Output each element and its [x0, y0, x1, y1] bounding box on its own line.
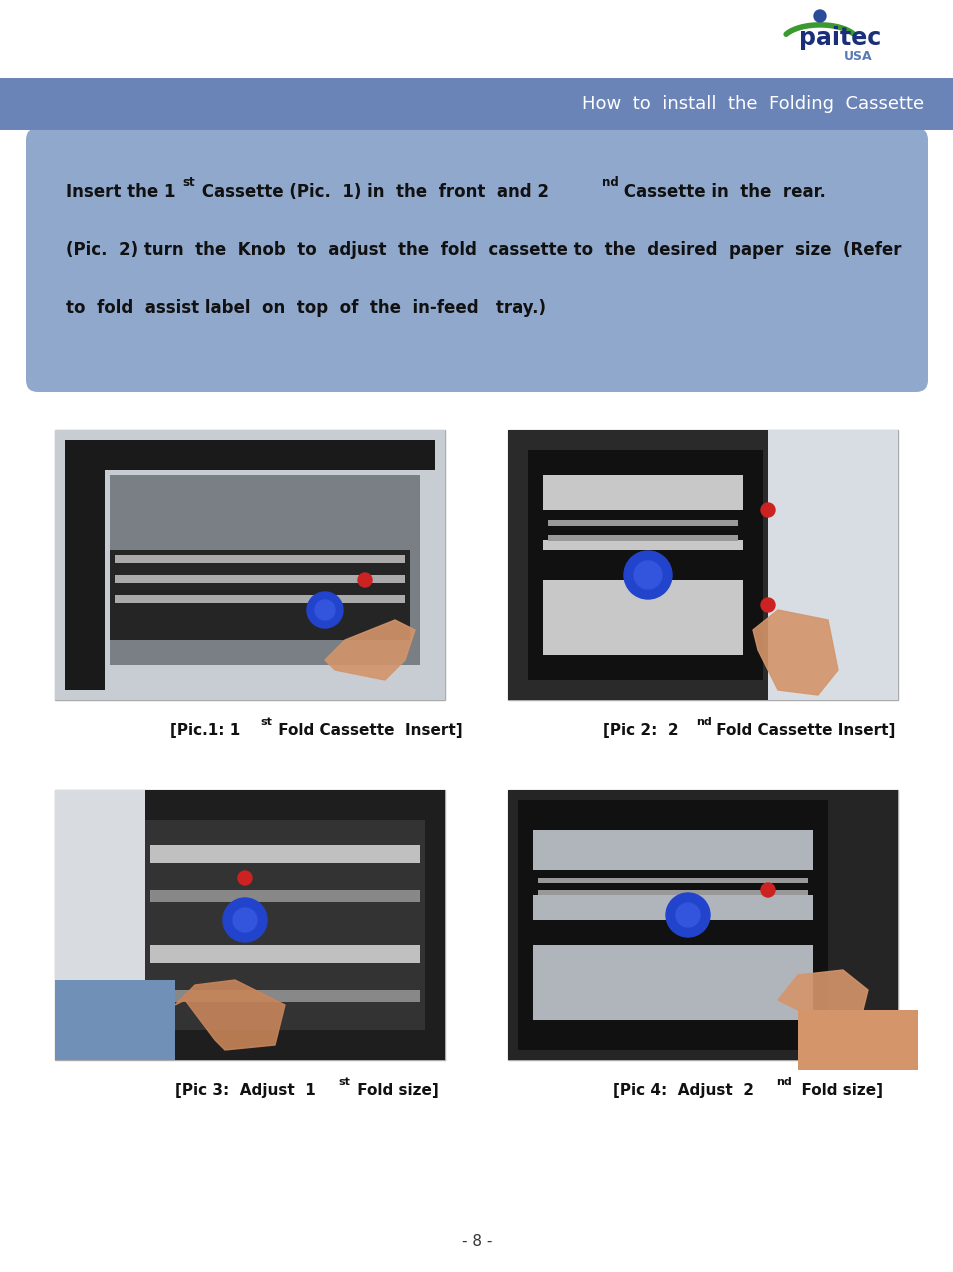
Bar	[507, 790, 897, 1060]
Circle shape	[623, 551, 671, 599]
Bar	[150, 890, 419, 902]
Circle shape	[237, 871, 252, 885]
Bar	[547, 520, 738, 527]
Text: nd: nd	[601, 176, 618, 188]
Bar	[55, 430, 444, 700]
Bar	[537, 890, 807, 895]
Bar	[507, 790, 897, 1060]
Text: Fold size]: Fold size]	[790, 1082, 882, 1098]
Circle shape	[760, 598, 774, 612]
Bar	[150, 945, 419, 963]
Bar	[55, 790, 444, 1060]
Circle shape	[760, 502, 774, 516]
Text: [Pic 3:  Adjust  1: [Pic 3: Adjust 1	[174, 1082, 315, 1098]
Circle shape	[813, 10, 825, 22]
Bar	[797, 1010, 917, 1070]
Text: Fold Cassette Insert]: Fold Cassette Insert]	[710, 722, 895, 738]
Circle shape	[307, 591, 343, 628]
Bar	[767, 430, 897, 700]
Text: st: st	[337, 1077, 350, 1088]
Bar	[542, 474, 742, 655]
Circle shape	[634, 561, 661, 589]
Polygon shape	[174, 979, 285, 1049]
Polygon shape	[778, 971, 867, 1046]
Text: How  to  install  the  Folding  Cassette: How to install the Folding Cassette	[581, 95, 923, 113]
Bar	[517, 800, 827, 1049]
Text: (Pic.  2) turn  the  Knob  to  adjust  the  fold  cassette to  the  desired  pap: (Pic. 2) turn the Knob to adjust the fol…	[66, 240, 901, 259]
Circle shape	[665, 893, 709, 937]
Text: [Pic 2:  2: [Pic 2: 2	[602, 722, 678, 738]
Bar	[547, 536, 738, 541]
Text: - 8 -: - 8 -	[461, 1235, 492, 1249]
Text: nd: nd	[775, 1077, 791, 1088]
Bar	[110, 550, 410, 640]
Bar	[533, 870, 812, 895]
Bar	[527, 450, 762, 681]
Bar	[507, 430, 897, 700]
Bar	[115, 595, 405, 603]
Text: [Pic.1: 1: [Pic.1: 1	[170, 722, 240, 738]
Circle shape	[760, 883, 774, 897]
Bar	[65, 440, 435, 469]
Bar	[65, 440, 105, 689]
Bar	[145, 820, 424, 1030]
Circle shape	[314, 600, 335, 619]
Bar	[55, 790, 444, 1060]
Text: st: st	[182, 176, 194, 188]
Bar	[55, 979, 174, 1060]
Bar	[110, 474, 419, 665]
Polygon shape	[325, 619, 415, 681]
Text: [Pic 4:  Adjust  2: [Pic 4: Adjust 2	[613, 1082, 753, 1098]
Text: paitec: paitec	[798, 25, 881, 50]
Bar	[537, 878, 807, 883]
Bar	[150, 845, 419, 862]
Text: Cassette in  the  rear.: Cassette in the rear.	[618, 183, 825, 201]
FancyBboxPatch shape	[26, 128, 927, 392]
Polygon shape	[752, 611, 837, 695]
Text: to  fold  assist label  on  top  of  the  in-feed   tray.): to fold assist label on top of the in-fe…	[66, 299, 545, 317]
Text: USA: USA	[842, 50, 871, 62]
Bar	[533, 920, 812, 945]
Text: nd: nd	[696, 717, 711, 728]
Text: st: st	[260, 717, 272, 728]
Bar	[533, 831, 812, 1020]
Text: Insert the 1: Insert the 1	[66, 183, 175, 201]
Bar	[115, 575, 405, 583]
Circle shape	[233, 908, 256, 932]
Bar	[542, 510, 742, 541]
Bar	[507, 430, 897, 700]
Bar	[55, 790, 145, 1060]
Circle shape	[357, 572, 372, 586]
Bar	[150, 990, 419, 1002]
Text: Fold size]: Fold size]	[352, 1082, 438, 1098]
Text: Fold Cassette  Insert]: Fold Cassette Insert]	[273, 722, 462, 738]
Bar	[0, 78, 953, 130]
Circle shape	[676, 903, 700, 927]
Text: Cassette (Pic.  1) in  the  front  and 2: Cassette (Pic. 1) in the front and 2	[195, 183, 548, 201]
Bar	[542, 550, 742, 580]
Bar	[115, 555, 405, 563]
Circle shape	[223, 898, 267, 943]
Bar	[55, 430, 444, 700]
